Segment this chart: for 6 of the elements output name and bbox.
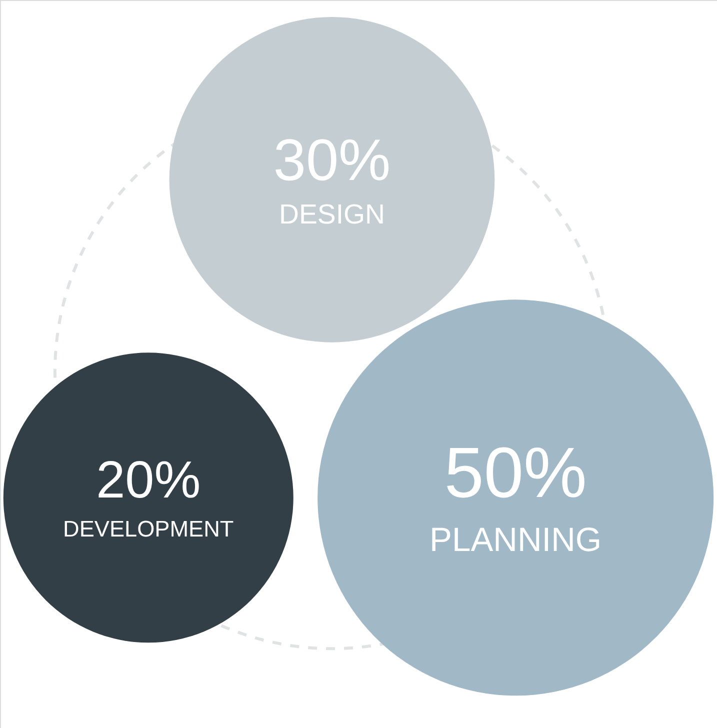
category-label: DESIGN	[278, 198, 385, 230]
category-label: DEVELOPMENT	[63, 516, 234, 542]
data-label: 50%	[444, 432, 587, 513]
data-label: 20%	[96, 452, 201, 510]
category-label: PLANNING	[430, 522, 602, 560]
data-label: 30%	[273, 128, 391, 193]
